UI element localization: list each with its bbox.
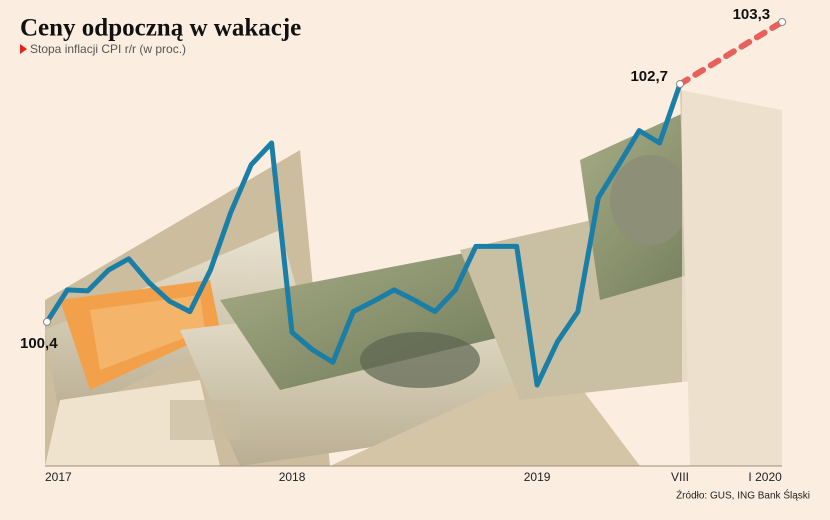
chart-subtitle: Stopa inflacji CPI r/r (w proc.) — [30, 42, 186, 56]
point-marker — [778, 18, 787, 26]
x-tick-label: 2019 — [524, 470, 551, 484]
x-tick-label: 2018 — [279, 470, 306, 484]
x-tick-label: VIII — [671, 470, 689, 484]
chart-title: Ceny odpoczną w wakacje — [20, 15, 301, 42]
x-tick-label: I 2020 — [748, 470, 782, 484]
series-line — [677, 19, 786, 88]
point-marker — [676, 80, 685, 89]
value-label: 100,4 — [20, 335, 58, 352]
source: Źródło: GUS, ING Bank Śląski — [676, 489, 810, 502]
subtitle-marker — [20, 44, 27, 54]
x-tick-label: 2017 — [45, 470, 72, 484]
series-line — [44, 83, 683, 388]
background-photo — [45, 60, 782, 466]
value-label: 102,7 — [630, 68, 668, 85]
point-marker — [43, 317, 51, 326]
value-label: 103,3 — [733, 6, 771, 23]
